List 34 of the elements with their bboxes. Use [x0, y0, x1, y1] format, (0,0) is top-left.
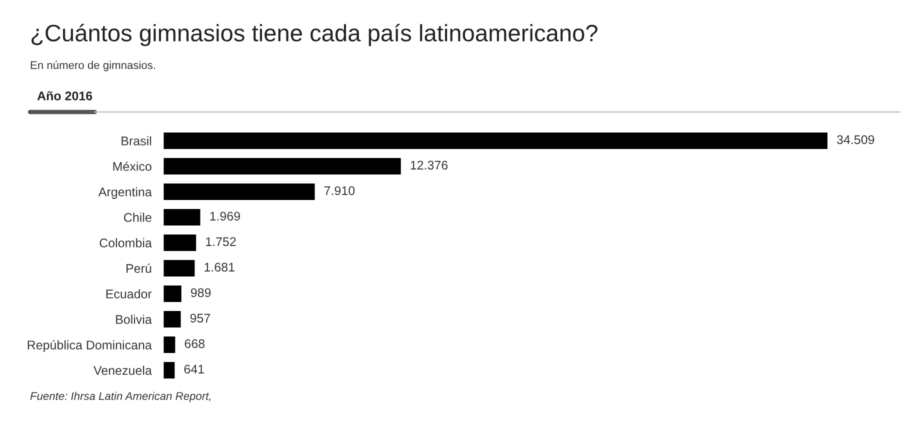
data-label: 1.681: [204, 262, 234, 272]
y-tick-label: Argentina: [98, 187, 152, 199]
data-label: 1.752: [206, 237, 236, 246]
source-note: Fuente: Ihrsa Latin American Report,: [30, 392, 210, 402]
data-label: 989: [190, 288, 211, 298]
bar: [163, 131, 829, 150]
chart-title: ¿Cuántos gimnasios tiene cada país latinoamericano?: [32, 24, 598, 46]
bar: [163, 310, 182, 329]
bar: [163, 233, 198, 252]
data-label: 7.910: [324, 186, 355, 196]
data-label: 641: [184, 364, 204, 374]
bar: [163, 156, 402, 176]
data-label: 12.376: [410, 160, 448, 170]
data-label: 34.509: [836, 135, 874, 144]
y-tick-label: Brasil: [122, 136, 152, 146]
bar: [163, 335, 177, 354]
y-tick-label: Chile: [124, 212, 152, 222]
text: Año 2016: [37, 91, 92, 100]
bar: [163, 258, 196, 278]
bar: [163, 208, 202, 227]
y-tick-label: Bolivia: [116, 314, 152, 324]
bar: [163, 284, 183, 304]
chart-subtitle: En número de gimnasios.: [30, 60, 155, 72]
data-label: 957: [190, 314, 210, 323]
y-tick-label: Ecuador: [106, 289, 152, 298]
y-tick-label: República Dominicana: [28, 340, 152, 352]
data-label: 668: [184, 339, 205, 348]
y-tick-label: México: [113, 162, 152, 171]
bar: [163, 360, 176, 380]
data-label: 1.969: [210, 212, 240, 221]
y-tick-label: Colombia: [100, 238, 152, 248]
bar: [163, 182, 316, 202]
y-tick-label: Perú: [126, 264, 152, 273]
y-tick-label: Venezuela: [94, 366, 152, 375]
